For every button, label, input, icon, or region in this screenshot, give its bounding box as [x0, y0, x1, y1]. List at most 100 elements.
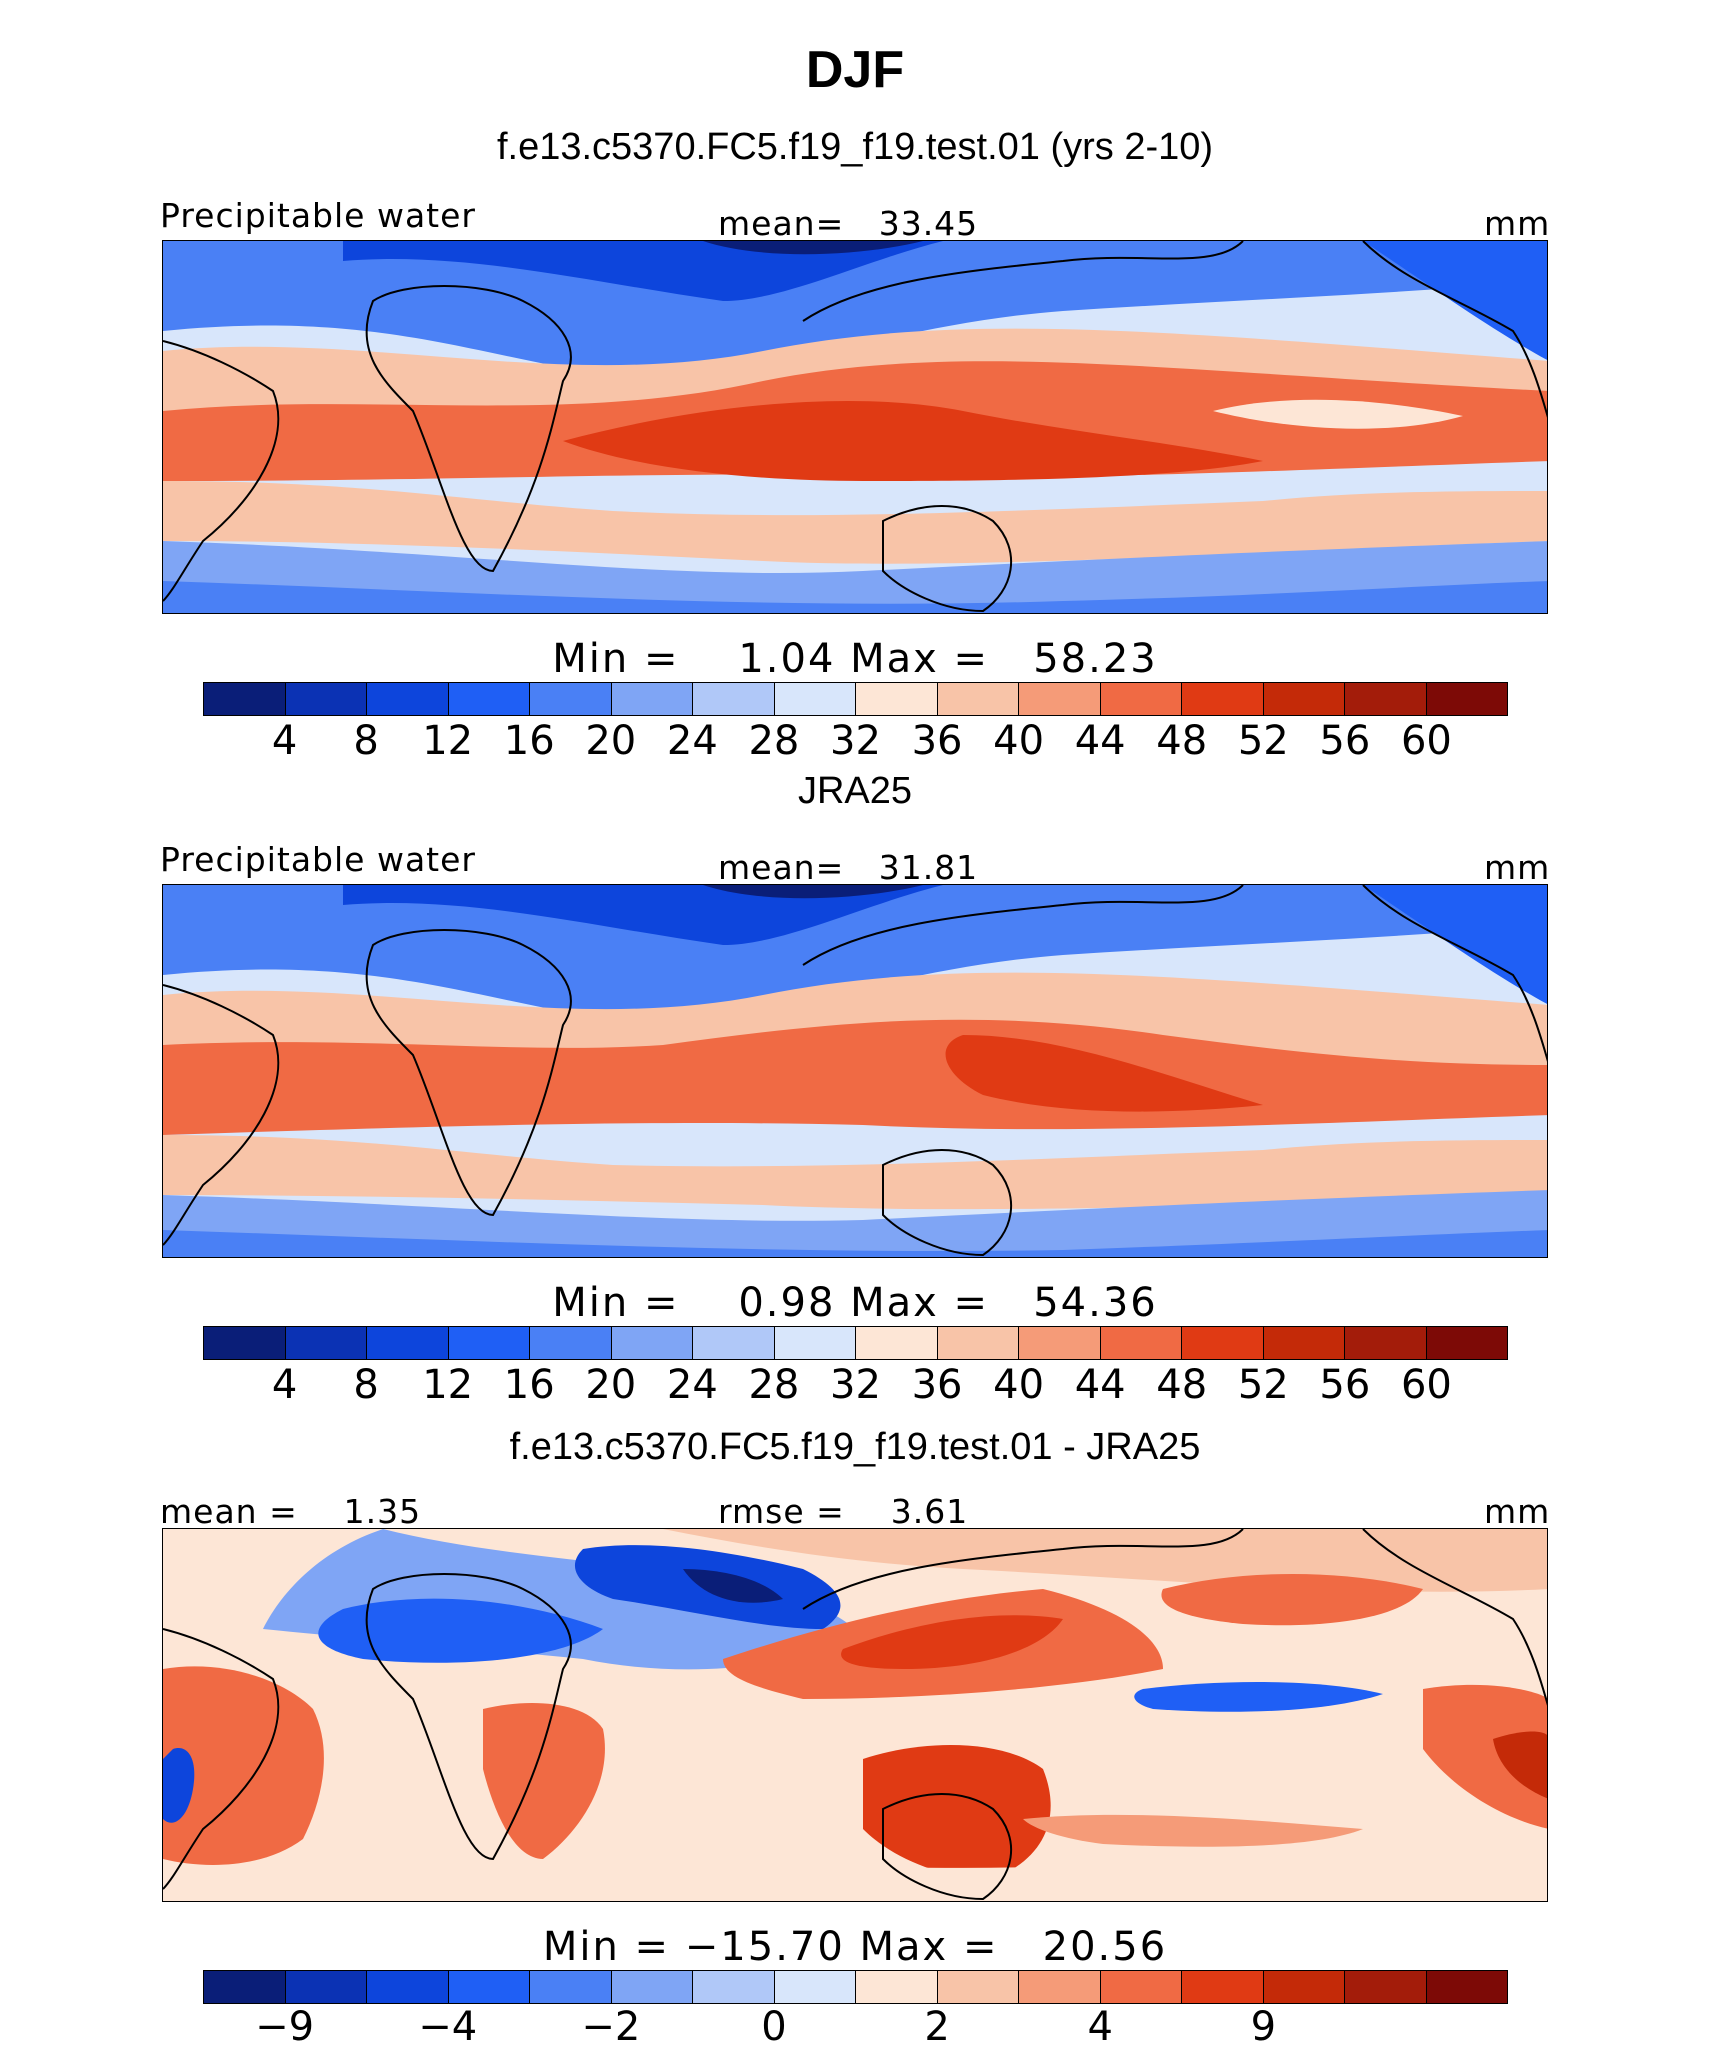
panel-3-colorbar-tick-label: 4: [1087, 2004, 1113, 2050]
panel-3-map: [162, 1528, 1548, 1902]
panel-2-colorbar-tick-label: 40: [993, 1362, 1045, 1408]
panel-2-units: mm: [1484, 848, 1551, 887]
panel-2-colorbar-swatch: [1345, 1327, 1427, 1359]
panel-3-colorbar-swatch: [1426, 1971, 1507, 2003]
panel-3-colorbar-swatch: [285, 1971, 367, 2003]
panel-3-colorbar: [203, 1970, 1508, 2004]
panel-2-colorbar-swatch: [1100, 1327, 1182, 1359]
panel-2-colorbar-tick-label: 28: [748, 1362, 800, 1408]
panel-3-units: mm: [1484, 1492, 1551, 1531]
panel-3-colorbar-swatch: [448, 1971, 530, 2003]
panel-3-colorbar-tick-label: −4: [418, 2004, 478, 2050]
panel-3-colorbar-swatch: [774, 1971, 856, 2003]
panel-2-colorbar-tick-label: 24: [666, 1362, 718, 1408]
panel-1-max-label: Max =: [850, 636, 990, 682]
panel-1-colorbar-swatch: [1263, 683, 1345, 715]
panel-1-colorbar-tick-label: 28: [748, 718, 800, 764]
panel-2-colorbar-swatch: [1263, 1327, 1345, 1359]
panel-1-colorbar-tick-label: 52: [1237, 718, 1289, 764]
panel-2-colorbar-tick-label: 32: [830, 1362, 881, 1408]
panel-2-colorbar-swatch: [448, 1327, 530, 1359]
panel-1-colorbar-tick-label: 48: [1156, 718, 1208, 764]
panel-2-colorbar-swatch: [856, 1327, 938, 1359]
panel-2-min-value: 0.98: [738, 1280, 836, 1326]
panel-3-rmse: rmse = 3.61: [718, 1492, 969, 1531]
panel-2-colorbar-swatch: [285, 1327, 367, 1359]
panel-2-colorbar-tick-label: 44: [1074, 1362, 1126, 1408]
panel-1-colorbar-swatch: [367, 683, 449, 715]
panel-2-minmax: Min = 0.98 Max = 54.36: [0, 1280, 1710, 1326]
panel-3-colorbar-tick-label: 0: [761, 2004, 787, 2050]
panel-3-colorbar-swatch: [1182, 1971, 1264, 2003]
panel-2-variable: Precipitable water: [160, 840, 476, 879]
panel-3-contour-field: [163, 1529, 1547, 1901]
panel-2-colorbar-swatch: [204, 1327, 286, 1359]
panel-2-colorbar-swatch: [693, 1327, 775, 1359]
panel-2-colorbar-tick-label: 4: [271, 1362, 298, 1408]
panel-1-colorbar-tick-label: 12: [422, 718, 474, 764]
panel-1-colorbar-tick-label: 36: [911, 718, 963, 764]
panel-2-colorbar-tick-label: 52: [1237, 1362, 1289, 1408]
panel-2-colorbar-swatch: [530, 1327, 612, 1359]
panel-1-colorbar-swatch: [285, 683, 367, 715]
panel-2-colorbar-swatch: [774, 1327, 856, 1359]
panel-1-colorbar-swatch: [693, 683, 775, 715]
panel-2-colorbar-swatch: [937, 1327, 1019, 1359]
panel-1-units: mm: [1484, 204, 1551, 243]
panel-3-mean: mean = 1.35: [160, 1492, 422, 1531]
panel-3-colorbar-tick-label: 9: [1250, 2004, 1277, 2050]
panel-2-colorbar-tick-label: 8: [353, 1362, 379, 1408]
panel-2-colorbar-ticks: 4 8 12 16 20 24 28 32 36 40 44 48 52 56 60: [0, 1362, 1710, 1412]
panel-2-map: [162, 884, 1548, 1258]
panel-1-colorbar-tick-label: 8: [353, 718, 379, 764]
panel-1-title: f.e13.c5370.FC5.f19_f19.test.01 (yrs 2-1…: [496, 126, 1214, 168]
panel-2-colorbar-tick-label: 60: [1400, 1362, 1452, 1408]
panel-3-colorbar-tick-label: −9: [255, 2004, 315, 2050]
panel-3-colorbar-swatch: [1019, 1971, 1101, 2003]
panel-3-max-value: 20.56: [1042, 1924, 1168, 1970]
panel-1-contour-field: [163, 241, 1547, 613]
panel-1-min-value: 1.04: [738, 636, 836, 682]
panel-2-colorbar-swatch: [1426, 1327, 1507, 1359]
panel-1-colorbar-swatch: [530, 683, 612, 715]
panel-1-colorbar-swatch: [1426, 683, 1507, 715]
panel-1-colorbar-swatch: [204, 683, 286, 715]
panel-2-colorbar-swatch: [1019, 1327, 1101, 1359]
panel-1-colorbar: [203, 682, 1508, 716]
panel-3-colorbar-swatch: [856, 1971, 938, 2003]
panel-3-title: f.e13.c5370.FC5.f19_f19.test.01 - JRA25: [509, 1426, 1201, 1468]
panel-3-min-value: −15.70: [684, 1924, 845, 1970]
panel-2-colorbar-tick-label: 12: [422, 1362, 474, 1408]
panel-1-colorbar-tick-label: 32: [830, 718, 881, 764]
panel-3-colorbar-swatch: [693, 1971, 775, 2003]
panel-2-title: JRA25: [797, 770, 913, 812]
panel-1-colorbar-tick-label: 56: [1319, 718, 1371, 764]
panel-1-max-value: 58.23: [1033, 636, 1158, 682]
panel-1-colorbar-swatch: [1019, 683, 1101, 715]
panel-2-colorbar-tick-label: 16: [503, 1362, 555, 1408]
panel-3-colorbar-swatch: [530, 1971, 612, 2003]
panel-1-map: [162, 240, 1548, 614]
panel-3-colorbar-tick-label: 2: [924, 2004, 950, 2050]
panel-2-min-label: Min =: [552, 1280, 680, 1326]
panel-3-minmax: Min = −15.70 Max = 20.56: [0, 1924, 1710, 1970]
panel-1-colorbar-swatch: [1345, 683, 1427, 715]
panel-2-mean: mean= 31.81: [718, 848, 979, 887]
panel-1-min-label: Min =: [552, 636, 680, 682]
panel-3-min-label: Min =: [542, 1924, 671, 1970]
panel-1-minmax: Min = 1.04 Max = 58.23: [0, 636, 1710, 682]
panel-2-colorbar-swatch: [611, 1327, 693, 1359]
panel-2-max-value: 54.36: [1033, 1280, 1158, 1326]
panel-1-colorbar-tick-label: 24: [666, 718, 718, 764]
panel-1-colorbar-swatch: [774, 683, 856, 715]
panel-2-colorbar-tick-label: 48: [1156, 1362, 1208, 1408]
panel-1-colorbar-swatch: [856, 683, 938, 715]
panel-1-variable: Precipitable water: [160, 196, 476, 235]
panel-1-colorbar-tick-label: 4: [271, 718, 298, 764]
panel-1-colorbar-tick-label: 44: [1074, 718, 1126, 764]
panel-3-colorbar-tick-label: −2: [581, 2004, 641, 2050]
panel-1-colorbar-ticks: 4 8 12 16 20 24 28 32 36 40 44 48 52 56 60: [0, 718, 1710, 768]
panel-3-colorbar-swatch: [611, 1971, 693, 2003]
panel-1-colorbar-tick-label: 40: [993, 718, 1045, 764]
